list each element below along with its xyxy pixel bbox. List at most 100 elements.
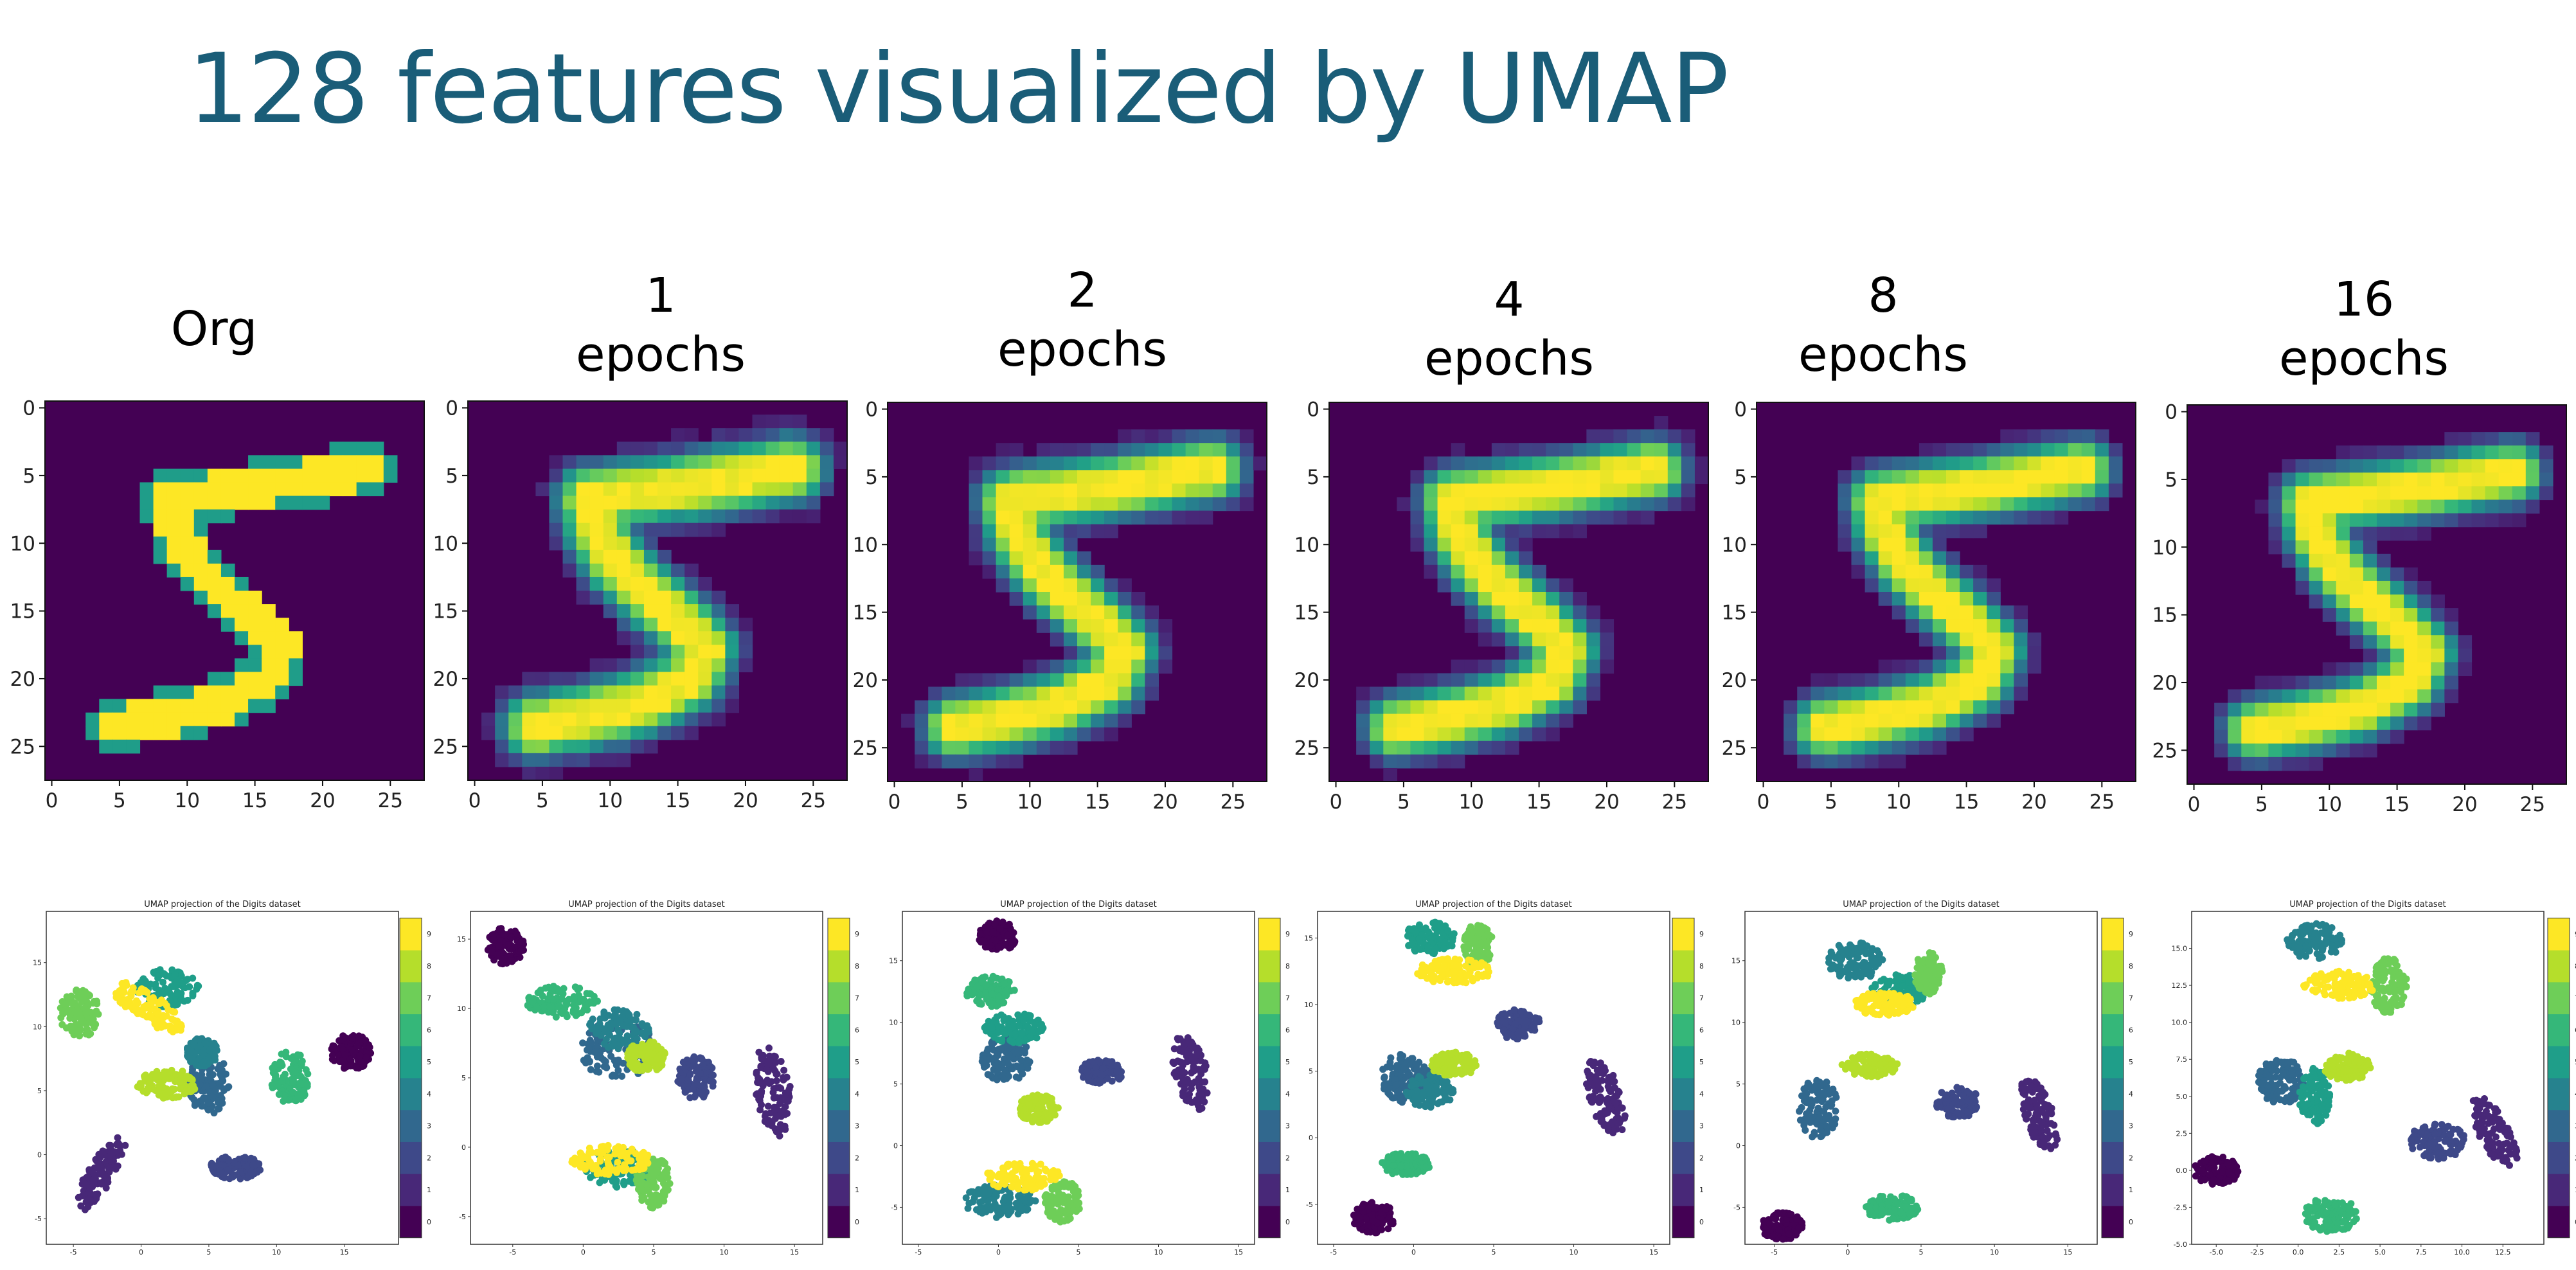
image-pixel bbox=[1505, 592, 1519, 606]
image-pixel bbox=[983, 714, 997, 728]
scatter-point bbox=[1095, 1057, 1102, 1064]
scatter-point bbox=[979, 1058, 986, 1065]
image-pixel bbox=[2282, 757, 2296, 771]
image-pixel bbox=[793, 510, 807, 524]
scatter-point bbox=[354, 1042, 361, 1050]
image-pixel bbox=[2282, 703, 2296, 717]
scatter-point bbox=[517, 938, 524, 945]
image-pixel bbox=[1681, 443, 1695, 457]
image-pixel bbox=[2512, 445, 2527, 460]
image-pixel bbox=[1010, 714, 1024, 728]
image-pixel bbox=[1546, 646, 1560, 660]
image-pixel bbox=[1946, 619, 1960, 633]
image-pixel bbox=[2095, 456, 2109, 470]
image-pixel bbox=[753, 415, 767, 429]
image-pixel bbox=[2282, 486, 2296, 500]
scatter-point bbox=[1035, 1028, 1042, 1035]
image-pixel bbox=[2350, 744, 2364, 758]
image-pixel bbox=[316, 482, 330, 496]
image-pixel bbox=[522, 767, 536, 781]
image-pixel bbox=[1919, 443, 1933, 457]
image-pixel bbox=[1973, 565, 1987, 579]
scatter-point bbox=[290, 1078, 297, 1086]
image-pixel bbox=[2323, 744, 2337, 758]
image-pixel bbox=[1919, 619, 1933, 633]
image-pixel bbox=[1465, 511, 1479, 525]
scatter-point bbox=[154, 1023, 161, 1030]
scatter-point bbox=[976, 1199, 983, 1206]
scatter-point bbox=[189, 990, 196, 997]
image-pixel bbox=[738, 428, 753, 442]
image-pixel bbox=[1559, 470, 1573, 484]
image-pixel bbox=[2417, 500, 2431, 514]
image-pixel bbox=[671, 591, 685, 605]
image-pixel bbox=[631, 564, 645, 578]
image-pixel bbox=[1641, 443, 1655, 457]
scatter-point bbox=[656, 1201, 663, 1208]
scatter-point bbox=[1100, 1064, 1107, 1071]
image-pixel bbox=[2404, 472, 2418, 487]
image-pixel bbox=[753, 455, 767, 469]
scatter-point bbox=[357, 1052, 364, 1059]
image-pixel bbox=[316, 469, 330, 483]
image-pixel bbox=[1010, 456, 1024, 470]
image-pixel bbox=[1118, 659, 1132, 674]
scatter-point bbox=[638, 1050, 645, 1057]
image-pixel bbox=[1838, 714, 1852, 728]
image-pixel bbox=[1064, 470, 1078, 484]
image-pixel bbox=[2444, 622, 2458, 636]
colorbar-segment bbox=[400, 950, 422, 982]
scatter-point bbox=[1173, 1073, 1180, 1080]
image-pixel bbox=[275, 686, 289, 700]
image-pixel bbox=[563, 753, 577, 767]
image-pixel bbox=[2539, 472, 2554, 487]
image-pixel bbox=[522, 740, 536, 754]
image-pixel bbox=[1077, 565, 1091, 579]
image-pixel bbox=[126, 740, 140, 754]
image-pixel bbox=[711, 672, 726, 686]
image-pixel bbox=[1892, 673, 1906, 687]
image-pixel bbox=[657, 672, 672, 686]
image-pixel bbox=[684, 591, 699, 605]
image-pixel bbox=[793, 442, 807, 456]
scatter-point bbox=[161, 1023, 168, 1030]
image-pixel bbox=[1641, 470, 1655, 484]
x-tick-label: 15 bbox=[340, 1248, 349, 1257]
y-tick-label: 10 bbox=[433, 532, 458, 555]
image-pixel bbox=[1933, 524, 1947, 539]
image-pixel bbox=[1478, 551, 1492, 566]
image-pixel bbox=[495, 686, 509, 700]
image-pixel bbox=[1906, 483, 1920, 497]
image-pixel bbox=[1424, 497, 1438, 512]
image-pixel bbox=[1064, 565, 1078, 579]
image-pixel bbox=[2417, 622, 2431, 636]
image-pixel bbox=[1838, 728, 1852, 742]
x-tick-label: 15 bbox=[242, 789, 267, 812]
image-pixel bbox=[644, 618, 658, 632]
scatter-point bbox=[582, 1002, 589, 1009]
image-pixel bbox=[1064, 619, 1078, 633]
image-pixel bbox=[780, 428, 794, 442]
scatter-point bbox=[614, 1067, 622, 1074]
image-pixel bbox=[1064, 443, 1078, 457]
image-pixel bbox=[657, 523, 672, 537]
image-pixel bbox=[1960, 483, 1974, 497]
image-pixel bbox=[1960, 728, 1974, 742]
image-pixel bbox=[1892, 741, 1906, 755]
image-pixel bbox=[1104, 619, 1118, 633]
column-label-2-epochs: 2 epochs bbox=[922, 261, 1243, 379]
image-pixel bbox=[2323, 486, 2337, 500]
image-pixel bbox=[1906, 673, 1920, 687]
scatter-point bbox=[984, 1198, 991, 1205]
image-pixel bbox=[1383, 768, 1397, 782]
image-pixel bbox=[2336, 445, 2350, 460]
scatter-point bbox=[706, 1078, 713, 1085]
image-pixel bbox=[1077, 646, 1091, 660]
image-pixel bbox=[1104, 728, 1118, 742]
image-pixel bbox=[1600, 497, 1614, 512]
image-pixel bbox=[1478, 483, 1492, 497]
image-pixel bbox=[2350, 608, 2364, 622]
image-pixel bbox=[1586, 429, 1600, 443]
image-pixel bbox=[1559, 632, 1573, 647]
image-pixel bbox=[1505, 728, 1519, 742]
